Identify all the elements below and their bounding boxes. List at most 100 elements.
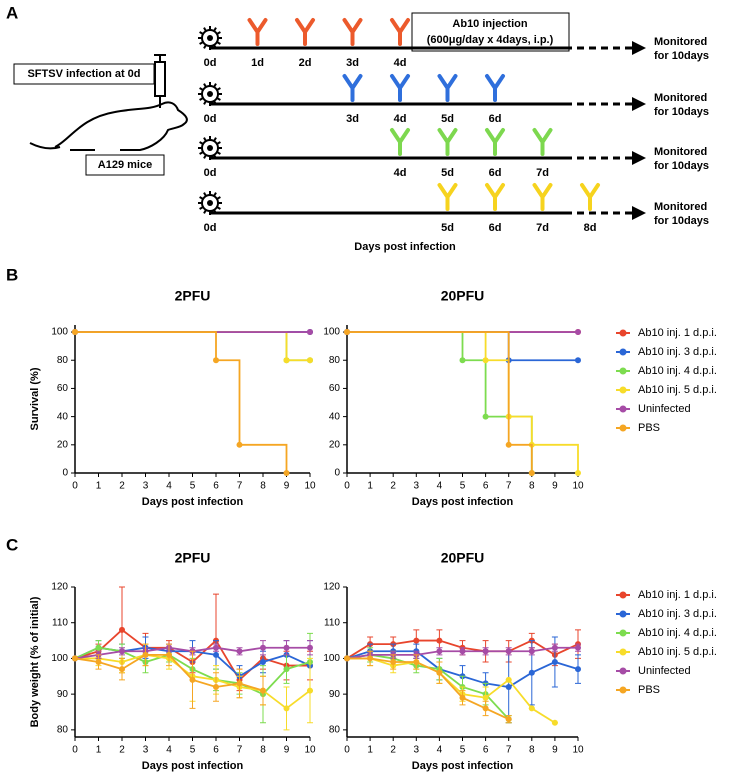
x-tick-label: 8 [260,481,266,492]
data-point [413,637,420,644]
data-point [575,666,581,673]
day-label: 4d [394,113,407,125]
legend-marker [619,405,627,413]
legend-label: PBS [638,422,660,434]
x-tick-label: 6 [483,481,489,492]
x-tick-label: 2 [390,481,396,492]
virus-core [207,91,213,97]
data-point [213,684,219,690]
data-point [189,676,196,683]
day-label: 5d [441,113,454,125]
data-point [482,694,489,701]
chart-title: 20PFU [441,550,485,566]
x-tick-label: 0 [72,745,78,756]
antibody-icon [580,183,600,211]
x-tick-label: 4 [437,745,443,756]
survival-line [347,331,533,473]
legend-label: Ab10 inj. 3 d.p.i. [638,346,717,358]
antibody-icon [295,18,315,46]
data-point [72,329,78,336]
data-point [283,357,290,364]
day-label: 1d [251,57,264,69]
y-tick-label: 80 [329,724,341,735]
x-tick-label: 3 [414,481,420,492]
legend-label: Ab10 inj. 4 d.p.i. [638,365,717,377]
data-point [505,716,512,723]
monitored-label: Monitored [654,146,707,158]
x-tick-label: 9 [284,481,290,492]
x-tick-label: 6 [483,745,489,756]
data-point [505,676,512,683]
data-point [119,626,125,633]
data-point [283,705,290,712]
y-tick-label: 120 [51,582,68,593]
data-point [482,705,489,712]
data-point [344,329,350,336]
antibody-icon [247,18,268,46]
antibody-icon [437,74,458,102]
data-point [307,357,313,364]
data-point [344,655,350,662]
x-tick-label: 3 [143,481,149,492]
virus-core [207,35,213,41]
legend-marker [619,686,627,694]
y-tick-label: 80 [329,355,341,366]
data-point [307,644,313,651]
data-point [575,329,581,336]
x-tick-label: 0 [344,745,350,756]
y-tick-label: 100 [51,653,68,664]
x-axis-title: Days post infection [142,760,244,772]
day-label: 3d [346,57,359,69]
day-label: 5d [441,222,454,234]
y-tick-label: 60 [57,383,69,394]
antibody-icon [532,128,553,156]
data-point [236,680,243,687]
x-tick-label: 10 [572,745,584,756]
legend-label: Ab10 inj. 3 d.p.i. [638,608,717,620]
label-box [13,63,155,85]
x-tick-label: 9 [552,745,558,756]
x-tick-label: 4 [437,481,443,492]
antibody-icon [437,128,458,156]
x-tick-label: 9 [284,745,290,756]
mice-label: A129 mice [98,159,152,171]
legend-marker [619,610,627,618]
x-tick-label: 2 [390,745,396,756]
data-point [505,684,512,690]
data-point [436,648,443,655]
day-label: 8d [584,222,597,234]
x-tick-label: 10 [304,481,316,492]
day-label: 0d [204,113,217,125]
panel-label: C [6,535,18,554]
virus-core [207,200,213,206]
data-point [482,357,489,364]
data-point [307,687,313,694]
legend-label: Uninfected [638,665,691,677]
data-point [283,470,290,476]
y-tick-label: 40 [57,411,69,422]
data-point [528,470,535,476]
x-tick-label: 0 [344,481,350,492]
arrow-head [632,41,646,55]
survival-line [347,331,533,473]
x-tick-label: 1 [367,745,373,756]
data-point [283,666,290,673]
legend-marker [619,348,627,356]
monitored-label: for 10days [654,160,709,172]
virus-core [207,145,213,151]
antibody-icon [532,183,553,211]
legend-label: Ab10 inj. 5 d.p.i. [638,646,717,658]
data-point [551,644,558,651]
data-point [436,669,443,676]
x-tick-label: 5 [460,481,466,492]
data-point [482,648,489,655]
syringe-icon [154,54,166,108]
day-label: 4d [394,57,407,69]
antibody-icon [342,74,363,102]
monitored-label: for 10days [654,50,709,62]
y-tick-label: 40 [329,411,341,422]
antibody-icon [485,183,505,211]
x-tick-label: 10 [304,745,316,756]
monitored-label: for 10days [654,215,709,227]
